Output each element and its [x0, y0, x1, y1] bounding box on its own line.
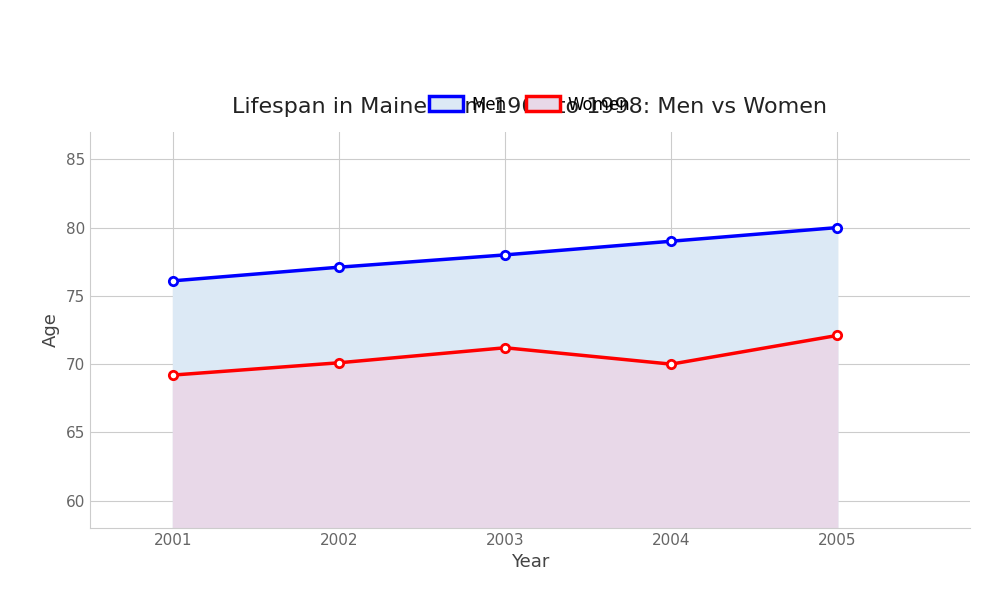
Y-axis label: Age: Age: [42, 313, 60, 347]
X-axis label: Year: Year: [511, 553, 549, 571]
Legend: Men, Women: Men, Women: [423, 89, 637, 120]
Title: Lifespan in Maine from 1964 to 1998: Men vs Women: Lifespan in Maine from 1964 to 1998: Men…: [232, 97, 828, 116]
